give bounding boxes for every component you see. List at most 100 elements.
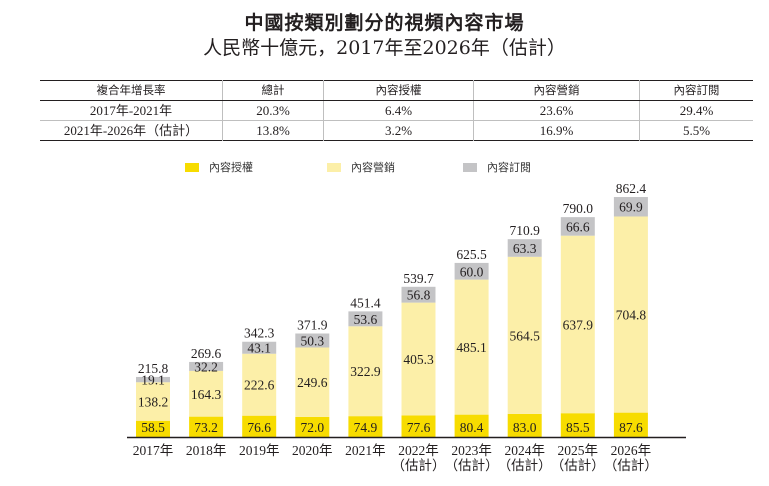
total-label: 862.4 [616,181,647,196]
data-label-marketing: 405.3 [403,352,434,367]
bar-segment-licensing [189,416,224,437]
data-label-subscription: 66.6 [566,219,590,234]
legend-item-licensing: 內容授權 [185,159,253,175]
data-label-licensing: 76.6 [247,420,271,435]
bar-segment-subscription [560,217,595,236]
cell-marketing: 23.6% [473,100,640,121]
x-tick-label: 2024年 [504,443,545,458]
total-label: 342.3 [244,326,275,341]
x-tick-sublabel: （估計） [551,458,605,473]
data-label-marketing: 138.2 [138,394,168,409]
legend-swatch-subscription [463,162,477,172]
total-label: 539.7 [403,271,434,286]
x-tick-label: 2019年 [239,443,280,458]
data-label-subscription: 69.9 [619,200,643,215]
bar-segment-marketing [401,302,436,416]
cell-total: 13.8% [222,120,324,141]
total-label: 625.5 [456,247,487,262]
bar-segment-marketing [507,256,542,414]
x-tick-sublabel: （估計） [498,458,552,473]
header-cagr: 複合年增長率 [40,80,223,101]
x-tick-label: 2022年 [398,443,439,458]
table-row: 2017年-2021年 20.3% 6.4% 23.6% 29.4% [40,100,753,121]
data-label-licensing: 80.4 [460,420,484,435]
bar-segment-subscription [507,239,542,257]
legend-swatch-marketing [327,162,341,172]
data-label-subscription: 56.8 [407,288,431,303]
cell-licensing: 3.2% [323,120,474,141]
total-label: 215.8 [138,361,169,376]
bar-segment-licensing [295,416,330,437]
x-tick-label: 2026年 [611,443,652,458]
bar-segment-subscription [454,262,489,280]
bar-segment-marketing [295,347,330,417]
bar-segment-licensing [242,415,277,437]
chart-title: 中國按類別劃分的視頻內容市場 [244,12,525,34]
cell-subscription: 29.4% [639,100,753,121]
bar-segment-marketing [454,279,489,415]
data-label-marketing: 222.6 [244,378,275,393]
total-label: 371.9 [297,318,328,333]
x-tick-sublabel: （估計） [604,458,658,473]
data-label-licensing: 72.0 [300,420,324,435]
legend-swatch-licensing [185,162,199,172]
data-label-licensing: 87.6 [619,420,643,435]
bar-segment-licensing [348,416,383,437]
cell-marketing: 16.9% [473,120,640,141]
x-tick-label: 2021年 [345,443,386,458]
bar-segment-licensing [613,412,648,437]
x-tick-label: 2018年 [186,443,227,458]
data-label-marketing: 704.8 [616,308,647,323]
bar-segment-marketing [189,370,224,417]
bar-segment-licensing [560,413,595,437]
total-label: 451.4 [350,295,381,310]
data-label-licensing: 77.6 [407,420,431,435]
x-tick-label: 2020年 [292,443,333,458]
bar-segment-subscription [613,197,648,217]
data-label-licensing: 85.5 [566,420,590,435]
legend-item-subscription: 內容訂閱 [463,159,531,175]
cell-total: 20.3% [222,100,324,121]
bar-segment-licensing [507,413,542,437]
cagr-table-header: 複合年增長率 總計 內容授權 內容營銷 內容訂閱 [40,80,753,101]
legend-label-marketing: 內容營銷 [351,161,395,174]
data-label-subscription: 19.1 [141,373,165,388]
header-marketing: 內容營銷 [473,80,640,101]
bar-segment-subscription [136,376,170,383]
x-tick-sublabel: （估計） [445,458,499,473]
bar-segment-subscription [348,311,383,327]
bar-segment-marketing [560,235,595,414]
data-label-licensing: 74.9 [354,420,378,435]
data-label-licensing: 73.2 [194,420,218,435]
bar-segment-marketing [136,382,170,421]
chart-subtitle: 人民幣十億元，2017年至2026年（估計） [203,37,566,59]
row-period: 2017年-2021年 [89,103,173,118]
header-licensing: 內容授權 [323,80,474,101]
x-tick-label: 2017年 [133,443,174,458]
bar-segment-licensing [136,420,170,437]
bar-segment-subscription [242,341,277,354]
total-label: 269.6 [191,346,222,361]
x-tick-label: 2023年 [451,443,492,458]
legend-label-subscription: 內容訂閱 [487,161,531,174]
data-label-marketing: 322.9 [350,364,381,379]
x-tick-label: 2025年 [558,443,599,458]
cell-licensing: 6.4% [323,100,474,121]
data-label-subscription: 32.2 [194,359,218,374]
bar-segment-licensing [401,415,436,437]
row-period: 2021年-2026年（估計） [40,120,223,141]
bar-segment-subscription [401,286,436,303]
bar-segment-marketing [348,326,383,417]
bar-segment-marketing [613,216,648,413]
data-label-marketing: 164.3 [191,387,222,402]
data-label-subscription: 63.3 [513,241,537,256]
total-label: 710.9 [510,223,541,238]
bar-segment-subscription [295,333,330,348]
cagr-table: 複合年增長率 總計 內容授權 內容營銷 內容訂閱 2017年-2021年 20.… [40,80,753,141]
data-label-marketing: 564.5 [510,328,541,343]
header-subscription: 內容訂閱 [639,80,753,101]
table-row: 2021年-2026年（估計） 13.8% 3.2% 16.9% 5.5% [40,120,753,141]
data-label-subscription: 43.1 [247,341,271,356]
x-tick-sublabel: （估計） [392,458,446,473]
